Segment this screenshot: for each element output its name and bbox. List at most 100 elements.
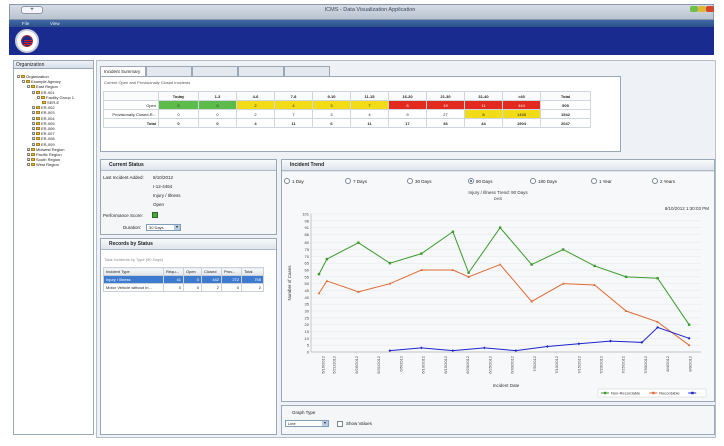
menu-file[interactable]: File [22, 21, 30, 26]
collapse-icon[interactable]: - [17, 75, 20, 79]
tree-item[interactable]: - Facility Group 1 [37, 95, 74, 100]
expand-icon[interactable]: + [32, 106, 35, 111]
tree-item[interactable]: - Organization [17, 74, 49, 79]
expand-icon[interactable]: + [27, 147, 30, 152]
duration-dropdown[interactable]: 30 Days ▾ [146, 224, 181, 231]
summary-cell[interactable]: 44 [464, 118, 503, 128]
summary-cell[interactable]: 444 [502, 100, 541, 110]
minimize-icon[interactable] [690, 6, 698, 12]
summary-cell[interactable]: 7 [350, 100, 389, 110]
records-row[interactable]: Motor Vehicle without In... 0 0 2 0 2 [103, 283, 264, 292]
expand-icon[interactable]: + [32, 142, 35, 147]
tree-item[interactable]: + Midwest Region [27, 147, 64, 152]
summary-row[interactable]: Open 0 0 2 4 3 7 8 19 11 444 505 [103, 100, 591, 110]
expand-icon[interactable]: + [32, 127, 35, 131]
tree-item[interactable]: - ER-001 [32, 90, 55, 95]
summary-cell[interactable]: 11 [350, 118, 389, 128]
tab-2[interactable] [146, 66, 192, 76]
summary-cell[interactable]: 19 [426, 100, 465, 110]
summary-cell[interactable]: 46 [426, 118, 465, 128]
collapse-icon[interactable]: - [27, 85, 30, 90]
summary-cell[interactable]: 1468 [502, 109, 541, 119]
summary-cell[interactable]: 7 [274, 109, 313, 119]
summary-cell[interactable]: 4 [236, 118, 275, 128]
radio-icon[interactable] [284, 178, 290, 184]
expand-icon[interactable]: + [32, 116, 35, 121]
records-row[interactable]: Injury / Illness 41 0 442 272 755 [103, 275, 264, 284]
expand-icon[interactable]: + [32, 132, 35, 137]
summary-cell[interactable]: 3 [312, 100, 351, 110]
trend-option-180-days[interactable]: 180 Days [530, 178, 557, 184]
summary-row[interactable]: Total 0 0 4 11 6 11 17 46 44 1904 2047 [103, 118, 591, 128]
menu-view[interactable]: View [50, 21, 60, 26]
radio-icon[interactable] [407, 178, 413, 184]
summary-cell[interactable]: 0 [198, 118, 237, 128]
summary-cell[interactable]: 0 [198, 100, 237, 110]
summary-cell[interactable]: 4 [350, 109, 389, 119]
summary-cell[interactable]: 505 [540, 100, 591, 110]
maximize-icon[interactable] [698, 6, 706, 12]
summary-cell[interactable]: 3 [312, 109, 351, 119]
summary-cell[interactable]: 11 [464, 100, 503, 110]
collapse-icon[interactable]: - [37, 95, 40, 100]
graph-type-dropdown[interactable]: Line ▾ [285, 420, 329, 427]
trend-option-1-year[interactable]: 1 Year [591, 178, 612, 184]
expand-icon[interactable]: + [32, 121, 35, 126]
summary-cell[interactable]: 6 [312, 118, 351, 128]
expand-icon[interactable]: + [32, 137, 35, 142]
tree-item[interactable]: SER-E [42, 100, 59, 105]
summary-cell[interactable]: 8 [388, 100, 427, 110]
expand-icon[interactable]: + [27, 158, 30, 163]
radio-icon[interactable] [345, 178, 351, 184]
trend-option-90-days[interactable]: 90 Days [468, 178, 493, 184]
tree-item[interactable]: + ER-004 [32, 116, 55, 121]
trend-option-30-days[interactable]: 30 Days [407, 178, 432, 184]
trend-option-7-days[interactable]: 7 Days [345, 178, 367, 184]
records-column-header[interactable]: Total [241, 267, 264, 276]
chevron-down-icon[interactable]: ▾ [174, 224, 180, 230]
records-column-header[interactable]: Closed [201, 267, 222, 276]
summary-cell[interactable]: 2047 [540, 118, 591, 128]
tab-incident-summary[interactable]: Incident Summary [100, 66, 146, 76]
tree-item[interactable]: + ER-006 [32, 126, 55, 131]
summary-cell[interactable]: 1542 [540, 109, 591, 119]
tree-item[interactable]: + ER-007 [32, 131, 55, 136]
chevron-down-icon[interactable]: ▾ [322, 420, 328, 426]
tree-item[interactable]: + ER-005 [32, 121, 55, 126]
collapse-icon[interactable]: - [32, 90, 35, 95]
collapse-icon[interactable]: - [22, 80, 25, 85]
tab-5[interactable] [284, 66, 330, 76]
tree-item[interactable]: + West Region [27, 162, 59, 167]
tree-item[interactable]: + ER-009 [32, 142, 55, 147]
summary-row[interactable]: Provisionally Closed-R... 0 0 2 7 3 4 9 27 8 1468 1… [103, 109, 591, 119]
records-column-header[interactable]: Open [183, 267, 202, 276]
summary-cell[interactable]: 27 [426, 109, 465, 119]
records-column-header[interactable]: Incident Type [103, 267, 164, 276]
records-column-header[interactable]: Prov... [221, 267, 242, 276]
summary-cell[interactable]: 0 [158, 109, 199, 119]
radio-icon[interactable] [652, 178, 658, 184]
radio-icon[interactable] [468, 178, 474, 184]
summary-cell[interactable]: 2 [236, 100, 275, 110]
tree-item[interactable]: - East Region [27, 84, 58, 89]
expand-icon[interactable]: + [27, 153, 30, 157]
quick-add-button[interactable]: + [21, 6, 43, 14]
expand-icon[interactable]: + [27, 163, 30, 168]
expand-icon[interactable]: + [32, 111, 35, 116]
trend-option-2-years[interactable]: 2 Years [652, 178, 675, 184]
tree-item[interactable]: + ER-008 [32, 136, 55, 141]
tree-item[interactable]: + ER-003 [32, 110, 55, 115]
summary-cell[interactable]: 17 [388, 118, 427, 128]
tree-item[interactable]: + South Region [27, 157, 60, 162]
summary-cell[interactable]: 0 [198, 109, 237, 119]
tab-3[interactable] [192, 66, 238, 76]
tree-item[interactable]: + Pacific Region [27, 152, 62, 157]
radio-icon[interactable] [591, 178, 597, 184]
tree-item[interactable]: + ER-002 [32, 105, 55, 110]
close-icon[interactable] [706, 6, 714, 12]
radio-icon[interactable] [530, 178, 536, 184]
summary-cell[interactable]: 9 [388, 109, 427, 119]
summary-cell[interactable]: 0 [158, 118, 199, 128]
records-column-header[interactable]: Requ... [163, 267, 184, 276]
summary-cell[interactable]: 2 [236, 109, 275, 119]
